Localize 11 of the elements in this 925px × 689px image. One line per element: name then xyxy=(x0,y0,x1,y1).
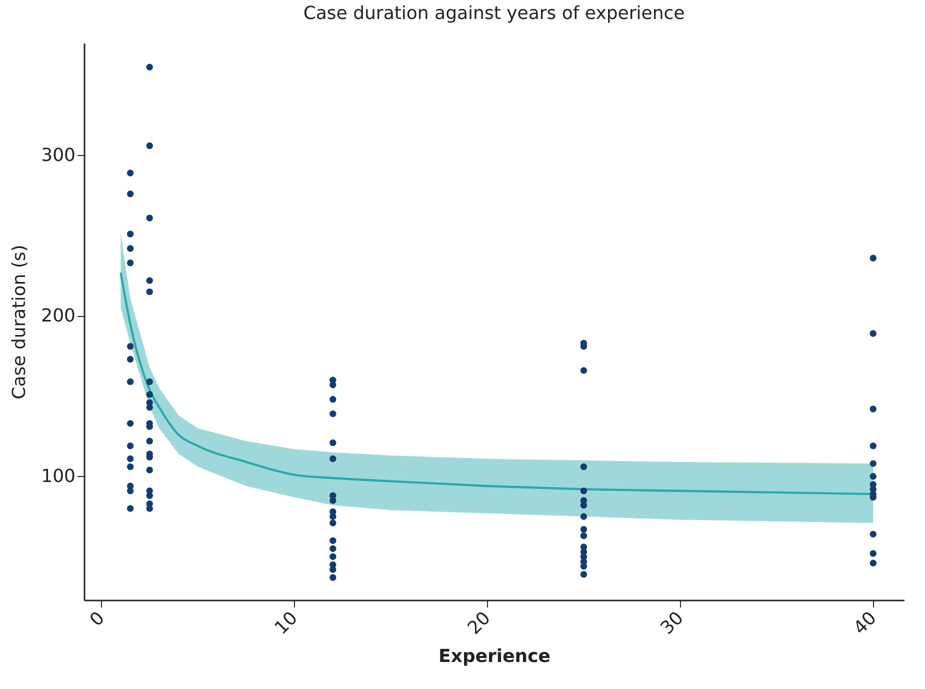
y-tick-label: 200 xyxy=(41,305,76,326)
chart-title: Case duration against years of experience xyxy=(303,3,685,24)
y-tick-label: 300 xyxy=(41,144,76,166)
x-axis-title: Experience xyxy=(438,646,550,668)
x-tick-label: 10 xyxy=(270,608,302,639)
x-tick-label: 0 xyxy=(86,608,109,631)
x-tick-label: 40 xyxy=(850,608,881,639)
x-tick-label: 30 xyxy=(656,608,688,639)
x-tick-label: 20 xyxy=(464,608,495,639)
y-axis-title: Case duration (s) xyxy=(9,244,30,400)
y-tick-label: 100 xyxy=(41,466,76,487)
